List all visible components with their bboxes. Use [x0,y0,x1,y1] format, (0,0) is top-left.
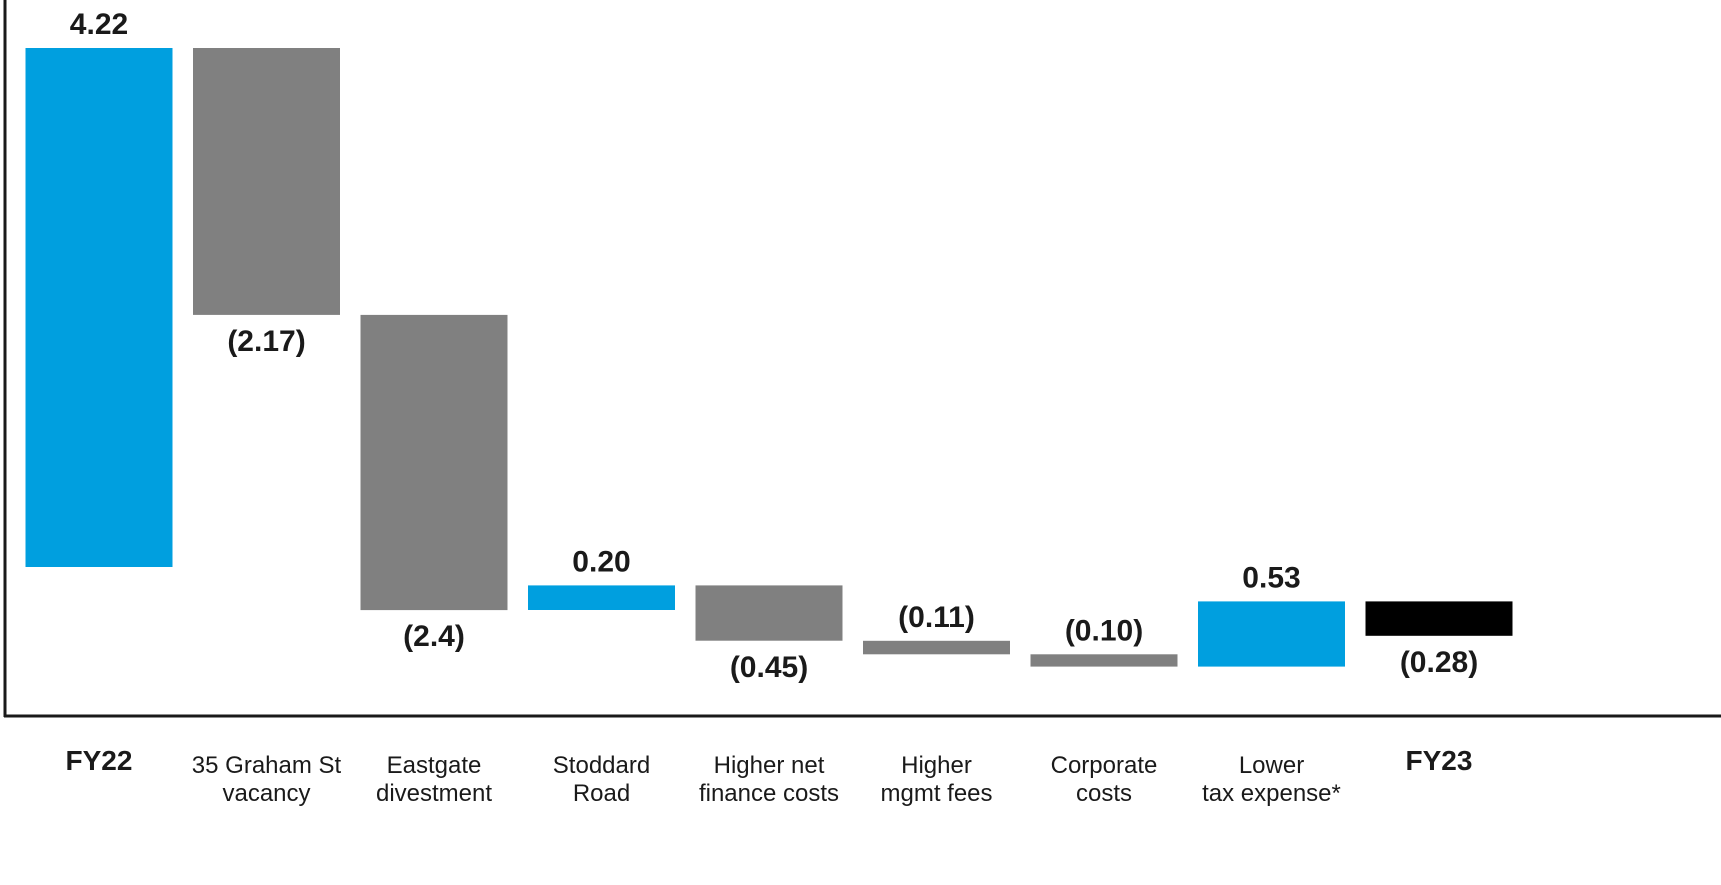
value-label-4: (0.45) [730,651,808,684]
category-label-3-line-1: Road [573,780,630,807]
category-label-5-line-1: mgmt fees [880,780,992,807]
bar-4 [695,585,843,641]
value-label-8: (0.28) [1400,646,1478,679]
value-labels-layer: 4.22 (2.17) (2.4) 0.20 (0.45) (0.11) (0.10) 0.5… [70,8,1478,684]
category-label-0-line-0: FY22 [66,745,133,776]
value-label-3: 0.20 [572,545,630,578]
category-label-2-line-1: divestment [376,780,492,807]
category-label-2-line-0: Eastgate [387,752,482,779]
value-label-5: (0.11) [898,601,975,634]
category-label-7-line-1: tax expense* [1202,780,1341,807]
category-label-3-line-0: Stoddard [553,752,650,779]
bar-7 [1198,601,1345,667]
bar-2 [360,314,508,611]
category-label-6-line-1: costs [1076,780,1132,807]
bars-layer [25,48,1513,667]
value-label-6: (0.10) [1065,614,1143,647]
category-label-5-line-0: Higher [901,752,972,779]
bar-1 [193,48,340,315]
category-label-1-line-0: 35 Graham St [192,752,342,779]
value-label-0: 4.22 [70,8,128,41]
bar-3 [528,585,675,610]
category-label-8-line-0: FY23 [1406,745,1473,776]
category-label-6-line-0: Corporate [1051,752,1158,779]
bar-8 [1365,601,1513,636]
category-label-7-line-0: Lower [1239,752,1304,779]
value-label-1: (2.17) [227,325,305,358]
value-label-2: (2.4) [403,620,465,653]
category-label-4-line-1: finance costs [699,780,839,807]
bar-0 [25,48,173,567]
category-label-1-line-1: vacancy [222,780,310,807]
category-label-4-line-0: Higher net [714,752,825,779]
value-label-7: 0.53 [1242,561,1300,594]
bar-5 [863,640,1010,655]
bar-6 [1030,654,1178,667]
